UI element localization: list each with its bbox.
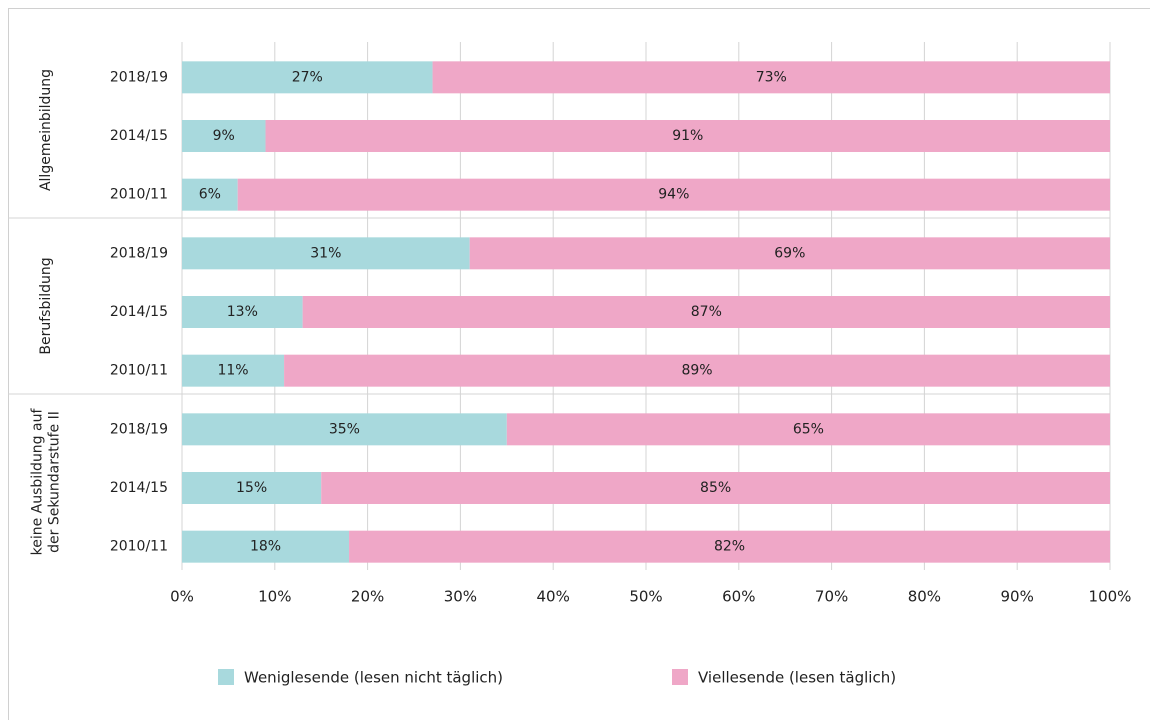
bar-segment	[284, 354, 1111, 387]
bar-segment	[506, 413, 1110, 446]
legend-swatch	[672, 669, 688, 685]
group-label-line: keine Ausbildung auf	[30, 408, 46, 556]
y-tick-label: 2010/11	[110, 539, 168, 555]
data-label: 6%	[199, 187, 221, 203]
y-tick-label: 2018/19	[110, 69, 168, 85]
group-label: Berufsbildung	[38, 257, 54, 354]
data-label: 85%	[700, 480, 731, 496]
data-label: 11%	[217, 363, 248, 379]
data-label: 27%	[292, 69, 323, 85]
data-label: 87%	[691, 304, 722, 320]
y-tick-label: 2010/11	[110, 363, 168, 379]
bar-segment	[182, 61, 433, 94]
bar-segment	[182, 354, 285, 387]
legend-swatch	[218, 669, 234, 685]
y-tick-label: 2014/15	[110, 304, 168, 320]
data-label: 69%	[774, 245, 805, 261]
group-label: Allgemeinbildung	[38, 69, 54, 191]
group-label-line: Berufsbildung	[38, 257, 54, 354]
x-tick-label: 70%	[815, 588, 848, 606]
data-label: 73%	[756, 69, 787, 85]
data-label: 35%	[329, 421, 360, 437]
bar-segment	[432, 61, 1110, 94]
group-label: keine Ausbildung aufder Sekundarstufe II	[30, 408, 63, 556]
x-tick-label: 40%	[537, 588, 570, 606]
group-label-line: Allgemeinbildung	[38, 69, 54, 191]
x-tick-label: 90%	[1001, 588, 1034, 606]
bar-segment	[182, 178, 238, 211]
bar-segment	[182, 530, 350, 563]
data-label: 91%	[672, 128, 703, 144]
data-label: 9%	[213, 128, 235, 144]
data-label: 31%	[310, 245, 341, 261]
x-tick-label: 30%	[444, 588, 477, 606]
data-label: 94%	[658, 187, 689, 203]
bar-segment	[321, 472, 1110, 504]
x-tick-label: 0%	[170, 588, 194, 606]
y-tick-label: 2010/11	[110, 187, 168, 203]
frame	[8, 8, 1150, 720]
data-label: 89%	[681, 363, 712, 379]
x-tick-label: 80%	[908, 588, 941, 606]
data-label: 65%	[793, 421, 824, 437]
data-label: 18%	[250, 539, 281, 555]
x-tick-label: 10%	[258, 588, 291, 606]
legend-label: Viellesende (lesen täglich)	[698, 669, 896, 687]
y-tick-label: 2018/19	[110, 421, 168, 437]
bar-segment	[182, 296, 303, 328]
bar-segment	[469, 237, 1110, 270]
data-label: 13%	[227, 304, 258, 320]
bar-segment	[302, 296, 1110, 328]
group-label-line: der Sekundarstufe II	[47, 411, 63, 553]
x-tick-label: 60%	[722, 588, 755, 606]
legend-label: Weniglesende (lesen nicht täglich)	[244, 669, 503, 687]
x-tick-label: 20%	[351, 588, 384, 606]
bar-segment	[182, 413, 507, 446]
data-label: 15%	[236, 480, 267, 496]
bar-segment	[182, 120, 266, 152]
bar-segment	[182, 237, 470, 270]
bar-segment	[182, 472, 322, 504]
data-label: 82%	[714, 539, 745, 555]
bar-segment	[237, 178, 1110, 211]
y-tick-label: 2014/15	[110, 480, 168, 496]
y-tick-label: 2014/15	[110, 128, 168, 144]
x-tick-label: 50%	[629, 588, 662, 606]
bar-segment	[349, 530, 1110, 563]
y-tick-label: 2018/19	[110, 245, 168, 261]
bar-segment	[265, 120, 1110, 152]
x-tick-label: 100%	[1089, 588, 1132, 606]
